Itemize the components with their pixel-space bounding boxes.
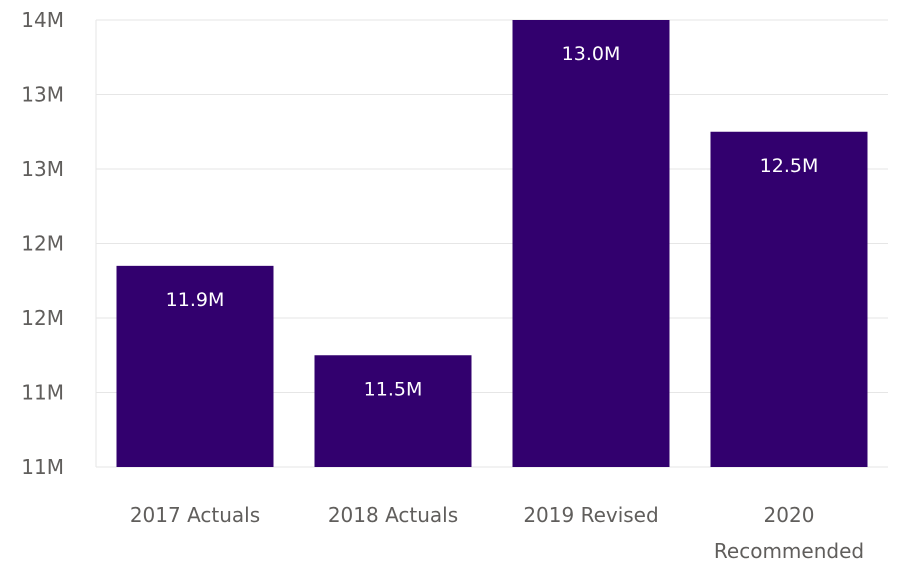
data-label: 11.5M [364, 378, 423, 400]
bars [116, 20, 868, 467]
bar [314, 355, 472, 467]
x-tick-label: 2018 Actuals [328, 503, 458, 527]
y-tick-label: 14M [21, 8, 64, 32]
bar [116, 265, 274, 467]
y-tick-label: 12M [21, 306, 64, 330]
y-tick-label: 13M [21, 82, 64, 106]
y-axis-labels: 11M 11M 12M 12M 13M 13M 14M [21, 8, 64, 479]
bar [512, 20, 670, 467]
x-tick-label: 2017 Actuals [130, 503, 260, 527]
y-tick-label: 12M [21, 232, 64, 256]
x-tick-label: 2020 Recommended [714, 503, 864, 562]
bar [710, 131, 868, 467]
data-label: 11.9M [166, 289, 225, 311]
x-axis-labels: 2017 Actuals 2018 Actuals 2019 Revised 2020… [130, 503, 864, 562]
data-label: 12.5M [760, 155, 819, 177]
y-tick-label: 11M [21, 381, 64, 405]
y-tick-label: 13M [21, 157, 64, 181]
data-labels: 11.9M 11.5M 13.0M 12.5M [166, 43, 819, 400]
x-tick-label: 2019 Revised [523, 503, 658, 527]
data-label: 13.0M [562, 43, 621, 65]
y-tick-label: 11M [21, 455, 64, 479]
